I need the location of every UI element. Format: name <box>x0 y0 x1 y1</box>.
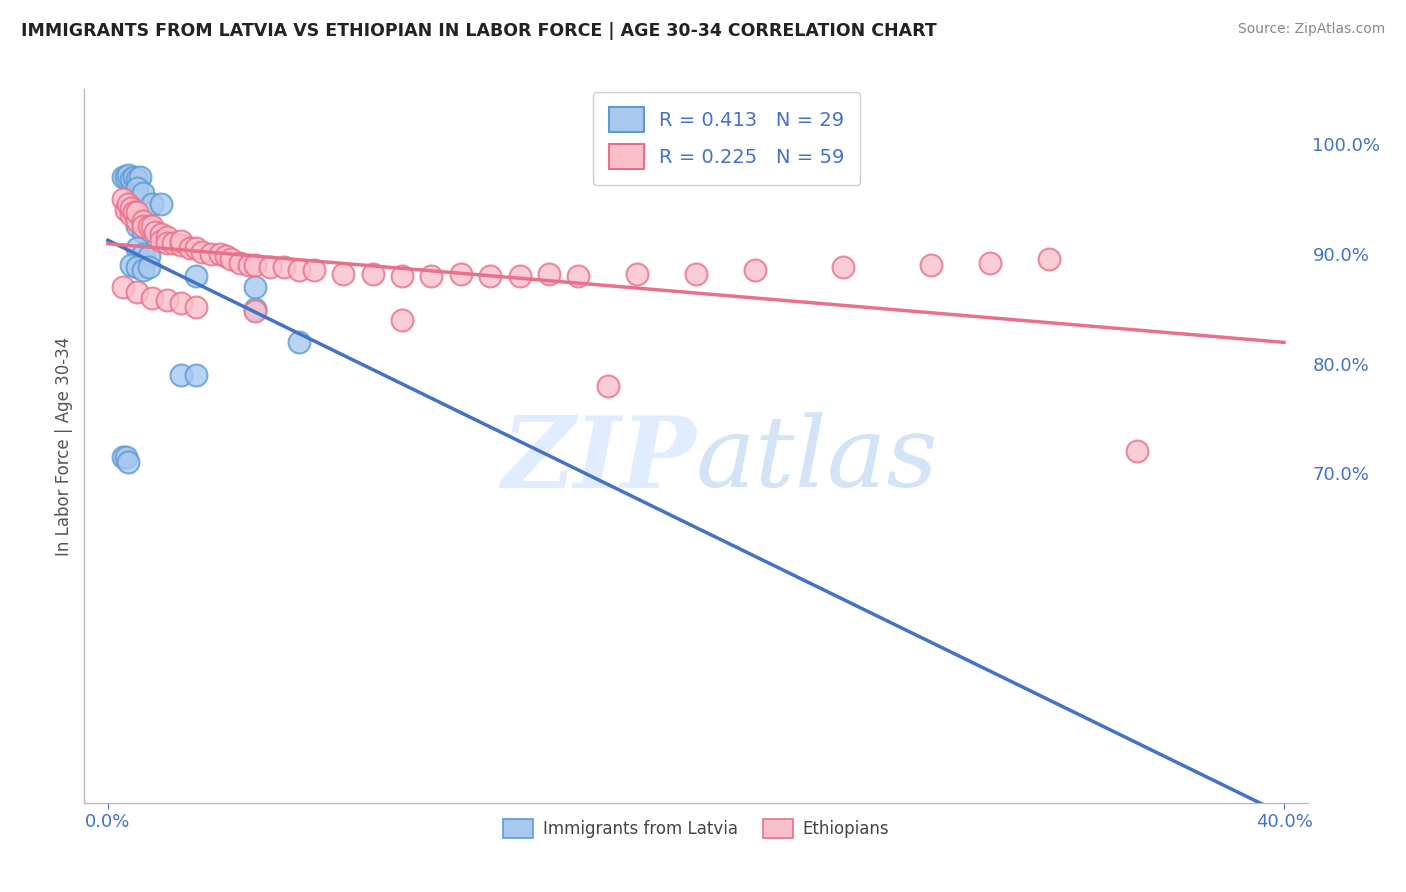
Point <box>156 235 179 250</box>
Point <box>1126 444 1149 458</box>
Point <box>111 192 134 206</box>
Point <box>179 241 201 255</box>
Text: atlas: atlas <box>696 413 939 508</box>
Point <box>141 219 163 234</box>
Point <box>243 301 266 316</box>
Point <box>149 197 172 211</box>
Point <box>132 214 155 228</box>
Point <box>184 268 207 283</box>
Point <box>132 186 155 201</box>
Point <box>132 247 155 261</box>
Point <box>120 209 142 223</box>
Point <box>509 268 531 283</box>
Point <box>191 244 214 259</box>
Point <box>114 202 136 217</box>
Point <box>127 214 149 228</box>
Point <box>138 249 160 263</box>
Point <box>138 219 160 234</box>
Text: IMMIGRANTS FROM LATVIA VS ETHIOPIAN IN LABOR FORCE | AGE 30-34 CORRELATION CHART: IMMIGRANTS FROM LATVIA VS ETHIOPIAN IN L… <box>21 22 936 40</box>
Y-axis label: In Labor Force | Age 30-34: In Labor Force | Age 30-34 <box>55 336 73 556</box>
Point <box>920 258 942 272</box>
Point <box>127 181 149 195</box>
Point <box>124 169 146 184</box>
Point <box>111 280 134 294</box>
Point <box>288 334 311 349</box>
Point <box>302 263 325 277</box>
Point <box>184 368 207 382</box>
Point <box>156 293 179 307</box>
Point <box>170 296 193 310</box>
Point <box>124 205 146 219</box>
Point <box>111 169 134 184</box>
Point <box>238 258 260 272</box>
Point <box>288 263 311 277</box>
Point <box>117 197 139 211</box>
Point <box>979 255 1001 269</box>
Point <box>156 230 179 244</box>
Point <box>117 168 139 182</box>
Point <box>162 235 184 250</box>
Point <box>132 225 155 239</box>
Point <box>243 280 266 294</box>
Point <box>120 258 142 272</box>
Point <box>120 172 142 186</box>
Text: Source: ZipAtlas.com: Source: ZipAtlas.com <box>1237 22 1385 37</box>
Point <box>141 291 163 305</box>
Point <box>391 268 413 283</box>
Point <box>149 227 172 241</box>
Point <box>208 247 231 261</box>
Point <box>141 197 163 211</box>
Point <box>243 304 266 318</box>
Point <box>332 267 354 281</box>
Point <box>1038 252 1060 267</box>
Point <box>567 268 589 283</box>
Point <box>143 225 166 239</box>
Point <box>273 260 295 274</box>
Point <box>129 169 152 184</box>
Legend: Immigrants from Latvia, Ethiopians: Immigrants from Latvia, Ethiopians <box>496 812 896 845</box>
Point <box>170 234 193 248</box>
Point <box>832 260 855 274</box>
Point <box>214 249 236 263</box>
Point <box>127 285 149 300</box>
Point <box>361 267 384 281</box>
Point <box>420 268 443 283</box>
Point <box>120 201 142 215</box>
Point <box>221 252 243 267</box>
Point <box>229 255 252 269</box>
Point <box>127 219 149 234</box>
Point <box>626 267 648 281</box>
Point <box>138 260 160 274</box>
Point <box>170 238 193 252</box>
Point <box>450 267 472 281</box>
Point <box>744 263 766 277</box>
Point <box>127 241 149 255</box>
Point <box>127 205 149 219</box>
Point <box>114 450 136 464</box>
Point <box>132 263 155 277</box>
Point <box>391 312 413 326</box>
Point <box>184 241 207 255</box>
Point <box>479 268 502 283</box>
Point <box>537 267 560 281</box>
Point <box>114 169 136 184</box>
Point <box>111 450 134 464</box>
Point <box>200 247 222 261</box>
Point <box>149 234 172 248</box>
Point <box>170 368 193 382</box>
Point <box>243 258 266 272</box>
Point <box>184 300 207 314</box>
Point <box>132 219 155 234</box>
Point <box>127 260 149 274</box>
Point <box>127 172 149 186</box>
Point <box>259 260 281 274</box>
Point <box>117 455 139 469</box>
Point <box>685 267 707 281</box>
Point <box>596 378 619 392</box>
Text: ZIP: ZIP <box>501 412 696 508</box>
